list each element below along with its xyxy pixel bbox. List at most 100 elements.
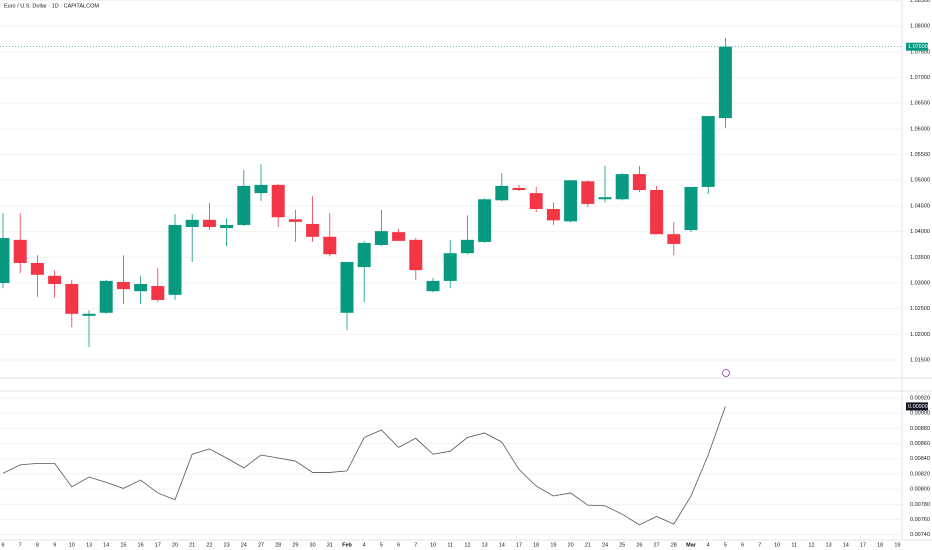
y-tick-label: 1.08000 bbox=[910, 24, 930, 30]
candle-body bbox=[168, 224, 182, 295]
y-tick-label: 0.00820 bbox=[910, 471, 930, 477]
candle-body bbox=[99, 280, 113, 313]
x-tick-label: 14 bbox=[499, 542, 505, 548]
candle-body bbox=[443, 253, 457, 281]
x-tick-label: 7 bbox=[19, 542, 22, 548]
candle-body bbox=[340, 261, 354, 313]
y-tick-label: 0.00920 bbox=[910, 396, 930, 402]
candle-body bbox=[30, 262, 44, 275]
indicator-line bbox=[2, 406, 726, 526]
y-tick-label: 1.04000 bbox=[910, 229, 930, 235]
x-tick-label: 19 bbox=[550, 542, 556, 548]
x-tick-label: 23 bbox=[224, 542, 230, 548]
x-tick-label: 11 bbox=[447, 542, 453, 548]
candle-body bbox=[13, 239, 27, 263]
x-tick-label: 14 bbox=[843, 542, 849, 548]
x-tick-label: 13 bbox=[482, 542, 488, 548]
candle-body bbox=[546, 209, 560, 221]
x-tick-label: 29 bbox=[292, 542, 298, 548]
candle-body bbox=[254, 184, 268, 194]
x-tick-label: 8 bbox=[36, 542, 39, 548]
candle-body bbox=[151, 286, 165, 300]
x-tick-label: 17 bbox=[516, 542, 522, 548]
x-tick-label: 31 bbox=[327, 542, 333, 548]
candle-body bbox=[632, 174, 646, 191]
candle-body bbox=[82, 313, 96, 316]
x-tick-label: 17 bbox=[155, 542, 161, 548]
y-tick-label: 0.00840 bbox=[910, 456, 930, 462]
candle-body bbox=[650, 190, 664, 235]
x-tick-label: 4 bbox=[363, 542, 366, 548]
chart-title: Euro / U.S. Dollar · 1D · CAPITALCOM bbox=[4, 3, 99, 9]
candle-body bbox=[529, 193, 543, 210]
x-tick-label: 6 bbox=[1, 542, 4, 548]
candle-body bbox=[323, 236, 337, 255]
x-tick-label: 12 bbox=[808, 542, 814, 548]
y-tick-label: 0.00740 bbox=[910, 532, 930, 538]
candle-body bbox=[409, 239, 423, 271]
x-tick-label: 7 bbox=[758, 542, 761, 548]
x-tick-label: 18 bbox=[533, 542, 539, 548]
x-tick-label: 9 bbox=[53, 542, 56, 548]
candle-body bbox=[615, 174, 629, 200]
candle-body bbox=[495, 185, 509, 201]
candle-body bbox=[271, 184, 285, 218]
candle-body bbox=[288, 219, 302, 222]
candle-body bbox=[426, 280, 440, 292]
x-tick-label: 10 bbox=[430, 542, 436, 548]
candle-body bbox=[581, 181, 595, 204]
x-tick-label: 6 bbox=[397, 542, 400, 548]
last-value-badge bbox=[906, 42, 928, 51]
x-tick-label: 16 bbox=[138, 542, 144, 548]
x-tick-label: 5 bbox=[724, 542, 727, 548]
y-tick-label: 1.02500 bbox=[910, 306, 930, 312]
x-tick-label: 20 bbox=[172, 542, 178, 548]
event-icon[interactable] bbox=[722, 369, 730, 377]
y-tick-label: 1.05000 bbox=[910, 178, 930, 184]
x-tick-label: 28 bbox=[275, 542, 281, 548]
x-tick-label: 28 bbox=[671, 542, 677, 548]
y-tick-label: 1.03500 bbox=[910, 255, 930, 261]
x-tick-label: 7 bbox=[414, 542, 417, 548]
candle-body bbox=[116, 281, 130, 290]
candle-body bbox=[134, 284, 148, 292]
candle-body bbox=[65, 284, 79, 314]
candle-body bbox=[667, 234, 681, 244]
x-tick-label: Feb bbox=[342, 542, 352, 548]
y-tick-label: 1.04500 bbox=[910, 203, 930, 209]
x-tick-label: 24 bbox=[602, 542, 608, 548]
candle-body bbox=[357, 242, 371, 268]
candle-body bbox=[564, 180, 578, 222]
candle-body bbox=[598, 197, 612, 200]
candle-body bbox=[185, 219, 199, 228]
x-tick-label: 18 bbox=[877, 542, 883, 548]
candle-body bbox=[237, 185, 251, 225]
candle-body bbox=[48, 275, 62, 285]
candle-body bbox=[701, 116, 715, 187]
x-tick-label: 4 bbox=[707, 542, 710, 548]
x-tick-label: 21 bbox=[585, 542, 591, 548]
x-tick-label: 12 bbox=[464, 542, 470, 548]
x-tick-label: 25 bbox=[619, 542, 625, 548]
x-tick-label: 20 bbox=[568, 542, 574, 548]
candle-body bbox=[718, 46, 732, 119]
candle-body bbox=[512, 187, 526, 191]
x-tick-label: 26 bbox=[636, 542, 642, 548]
x-tick-label: 27 bbox=[258, 542, 264, 548]
y-tick-label: 0.00760 bbox=[910, 517, 930, 523]
y-tick-label: 1.07500 bbox=[910, 49, 930, 55]
candle-body bbox=[684, 186, 698, 231]
y-tick-label: 1.06500 bbox=[910, 101, 930, 107]
candle-body bbox=[392, 232, 406, 241]
x-tick-label: 13 bbox=[86, 542, 92, 548]
y-tick-label: 1.06000 bbox=[910, 126, 930, 132]
candle-body bbox=[460, 239, 474, 254]
x-tick-label: 11 bbox=[791, 542, 797, 548]
candle-body bbox=[478, 199, 492, 242]
x-tick-label: 27 bbox=[654, 542, 660, 548]
y-tick-label: 1.07000 bbox=[910, 75, 930, 81]
x-tick-label: 24 bbox=[241, 542, 247, 548]
x-tick-label: 22 bbox=[206, 542, 212, 548]
